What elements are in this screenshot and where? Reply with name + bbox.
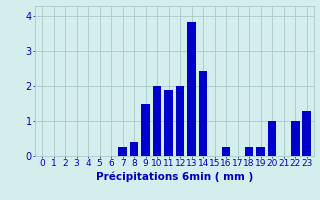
Bar <box>153 86 162 156</box>
Bar <box>187 22 196 156</box>
Bar <box>141 104 150 156</box>
Bar <box>130 142 139 156</box>
Bar <box>176 86 184 156</box>
Bar <box>222 147 230 156</box>
Bar <box>199 71 207 156</box>
Bar <box>291 121 300 156</box>
Bar <box>268 121 276 156</box>
Bar <box>118 147 127 156</box>
Bar <box>245 147 253 156</box>
Bar <box>164 90 173 156</box>
X-axis label: Précipitations 6min ( mm ): Précipitations 6min ( mm ) <box>96 171 253 182</box>
Bar <box>302 111 311 156</box>
Bar <box>256 147 265 156</box>
